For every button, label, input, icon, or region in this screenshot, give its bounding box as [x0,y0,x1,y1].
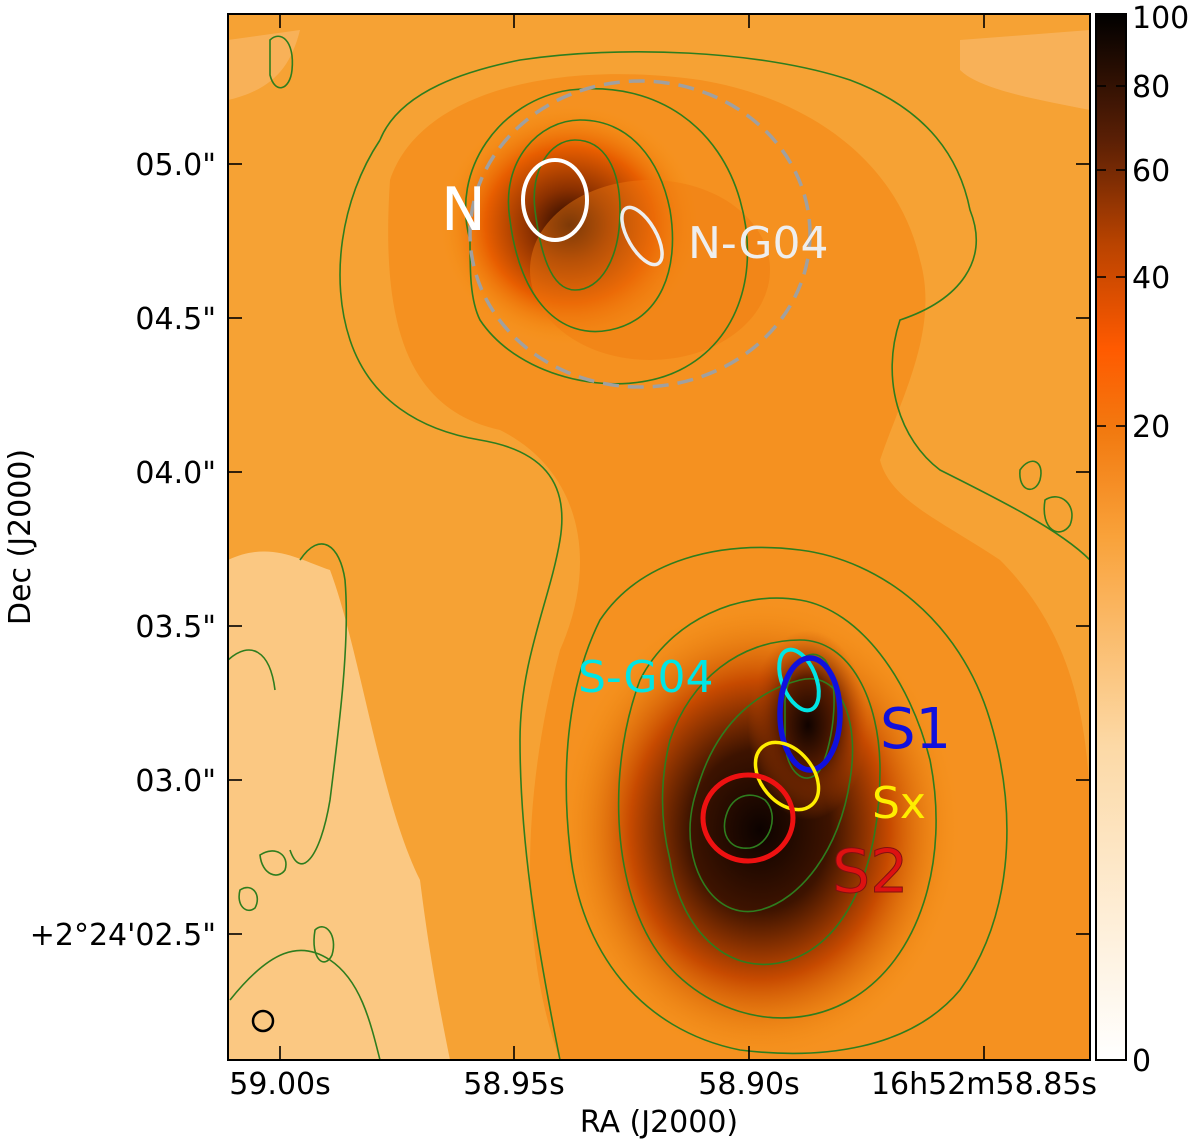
contour-lines [228,35,1090,1060]
n-g04-marker [620,205,664,267]
y-axis-label: Dec (J2000) [3,449,38,625]
label-n-g04: N-G04 [688,218,829,269]
x-tick-label: 58.95s [463,1067,565,1102]
y-tick-label: 04.5" [135,302,216,337]
colorbar-tick-label: 40 [1132,261,1170,296]
image-panel [228,14,1090,1060]
y-tick-label: 04.0" [135,456,216,491]
colorbar-tick-label: 20 [1132,410,1170,445]
label-s1: S1 [880,697,951,762]
colorbar-tick-label: 0 [1132,1044,1151,1079]
n-marker [521,158,589,242]
s2-marker [700,772,796,864]
y-tick-labels: 05.0" 04.5" 04.0" 03.5" 03.0" +2°24'02.5… [30,148,216,953]
y-tick-label: +2°24'02.5" [30,918,216,953]
annotation-labels: N N-G04 S-G04 S1 Sx S2 [441,175,951,908]
plot-frame [227,13,1091,1061]
n-g04-region-outline [468,79,812,389]
y-tick-label: 03.5" [135,610,216,645]
label-s-g04: S-G04 [578,652,714,703]
tick-marks [228,14,1090,1060]
colorbar-tick-label: 60 [1132,154,1170,189]
x-tick-label: 59.00s [229,1067,331,1102]
colorbar-tick-label: 100 [1132,1,1189,36]
x-axis-label: RA (J2000) [580,1105,738,1140]
s1-marker [777,655,843,773]
x-tick-label: 16h52m58.85s [871,1067,1097,1102]
label-s2: S2 [832,837,908,907]
x-tick-labels: 59.00s 58.95s 58.90s 16h52m58.85s [229,1067,1097,1102]
beam-marker [251,1009,275,1033]
colorbar-tick-label: 80 [1132,70,1170,105]
label-n: N [441,175,486,245]
annotations [251,79,843,1033]
sx-marker [753,740,821,812]
label-sx: Sx [872,778,926,829]
colorbar-gradient [1095,13,1127,1061]
y-tick-label: 03.0" [135,764,216,799]
x-tick-label: 58.90s [698,1067,800,1102]
y-tick-label: 05.0" [135,148,216,183]
colorbar: 100 80 60 40 20 0 [1095,1,1189,1079]
